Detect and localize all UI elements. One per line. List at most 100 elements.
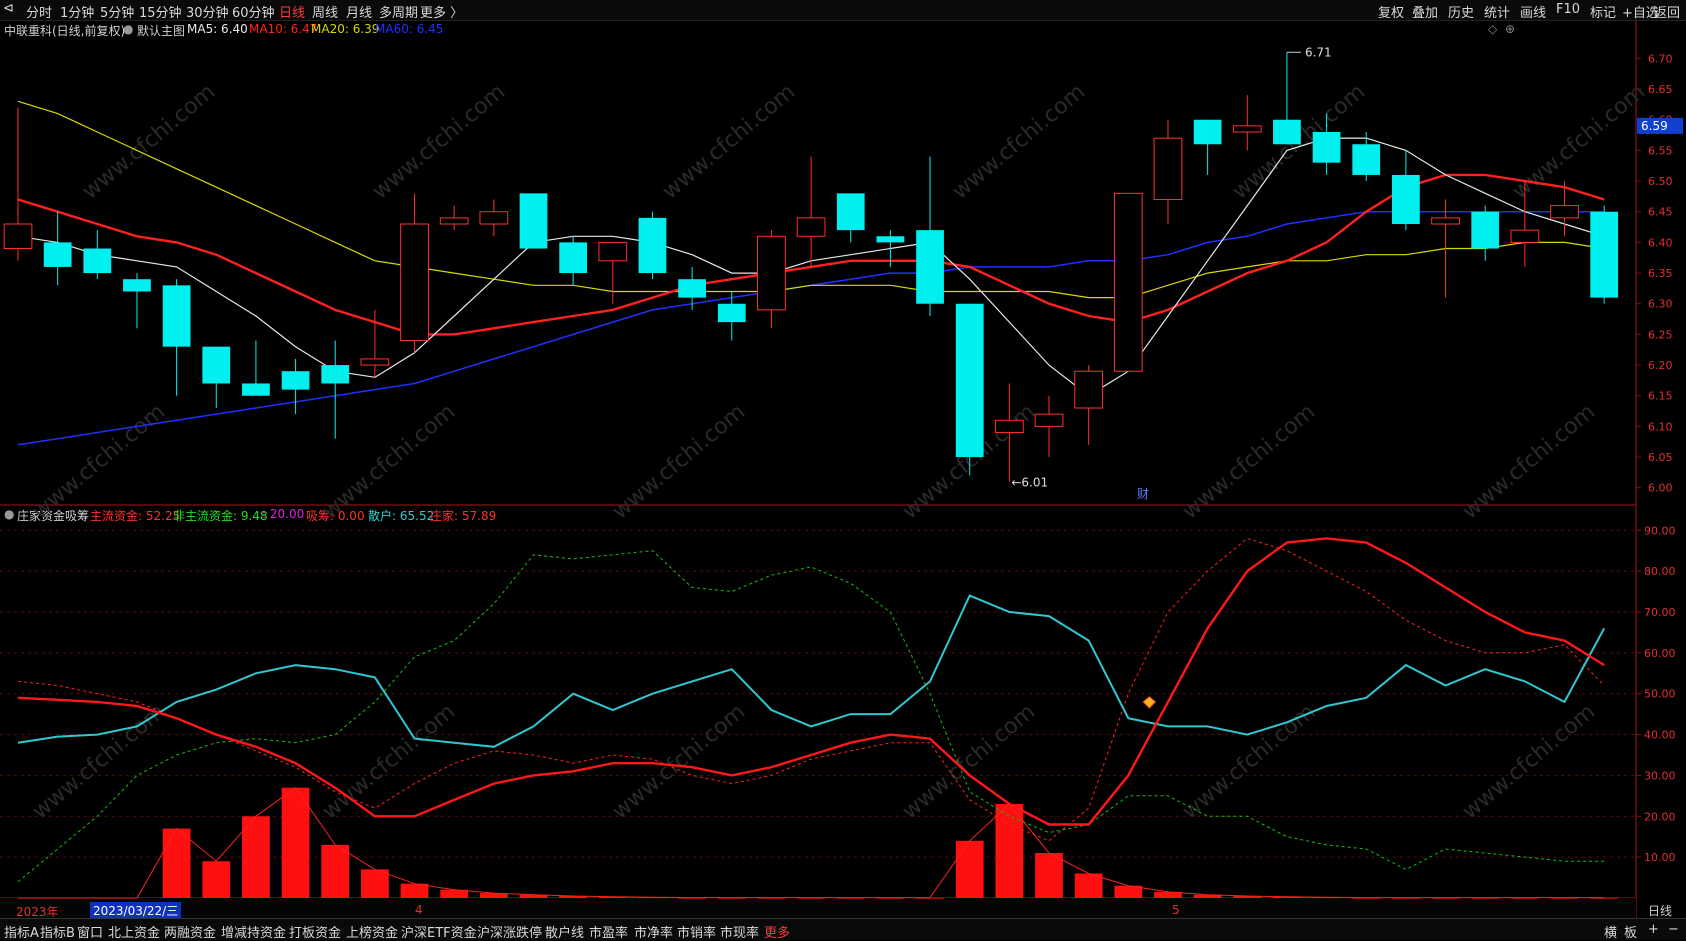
- price-tick-label: 6.35: [1648, 267, 1673, 280]
- candle-body: [43, 242, 72, 267]
- candle-body: [559, 242, 588, 274]
- bottom-control-1[interactable]: 板: [1624, 926, 1638, 941]
- bottom-tab-8[interactable]: 沪深ETF资金: [401, 926, 477, 941]
- indicator-tick-label: 70.00: [1644, 606, 1676, 619]
- date-axis-bar: [0, 898, 1636, 918]
- bottom-tab-13[interactable]: 市销率: [677, 926, 717, 941]
- bottom-tab-14[interactable]: 市现率: [720, 926, 760, 941]
- period-label: 日线: [1648, 904, 1673, 918]
- candle-body: [955, 303, 984, 458]
- indicator-tick-label: 20.00: [1644, 810, 1676, 823]
- toolbar-button-0[interactable]: 复权: [1378, 6, 1405, 21]
- period-tab-day[interactable]: 日线: [279, 6, 306, 21]
- watermark-text: www.cfchi.com: [1178, 399, 1320, 524]
- toolbar-button-5[interactable]: F10: [1556, 2, 1581, 17]
- period-tab-30m[interactable]: 30分钟: [186, 6, 229, 21]
- watermark-text: www.cfchi.com: [28, 399, 170, 524]
- candle-body: [439, 217, 469, 225]
- bottom-tab-15[interactable]: 更多: [764, 926, 791, 941]
- absorb-bar: [479, 893, 508, 898]
- indicator-main: 主流资金: 52.25: [90, 509, 181, 523]
- period-toolbar: ⊲ 分时 1分钟 5分钟 15分钟 30分钟 60分钟 日线 周线 月线 多周期 更多 〉 复权 叠加…: [0, 0, 1686, 21]
- indicator-retail: 散户: 65.52: [368, 509, 435, 523]
- current-price-label: 6.59: [1641, 119, 1668, 133]
- absorb-bar: [400, 883, 429, 898]
- period-tab-fenshi[interactable]: 分时: [26, 6, 53, 21]
- candle-body: [836, 193, 865, 231]
- bottom-control-0[interactable]: 横: [1604, 926, 1618, 941]
- indicator-icon[interactable]: ●: [4, 507, 15, 521]
- ma5-value: MA5: 6.40: [187, 22, 248, 36]
- absorb-bar: [440, 889, 469, 898]
- ma20-line: [17, 100, 1605, 299]
- watermark-text: www.cfchi.com: [78, 79, 220, 204]
- retail-line: [17, 594, 1606, 748]
- toolbar-button-1[interactable]: 叠加: [1412, 6, 1439, 21]
- template-name[interactable]: 默认主图: [137, 24, 186, 38]
- period-tab-60m[interactable]: 60分钟: [232, 6, 275, 21]
- absorb-bar: [1154, 891, 1182, 898]
- settings-diamond-icon[interactable]: ◇: [1488, 22, 1498, 36]
- period-tab-more[interactable]: 更多 〉: [420, 6, 464, 21]
- candle-body: [916, 230, 944, 304]
- indicator-dealer: 庄家: 57.89: [430, 509, 497, 523]
- nonmain-line: [17, 550, 1605, 883]
- candle-body: [202, 346, 231, 384]
- toolbar-button-4[interactable]: 画线: [1520, 6, 1547, 21]
- toolbar-button-8[interactable]: 返回: [1654, 6, 1681, 21]
- bottom-tab-11[interactable]: 市盈率: [589, 926, 629, 941]
- stock-title[interactable]: 中联重科(日线,前复权): [4, 24, 126, 38]
- bottom-tab-bar: 指标A 指标B 窗口 北上资金 两融资金 增减持资金 打板资金 上榜资金 沪深ETF资金 沪深涨跌…: [0, 918, 1686, 941]
- bottom-tab-6[interactable]: 打板资金: [289, 926, 342, 941]
- bottom-tab-10[interactable]: 散户线: [545, 926, 585, 941]
- period-tab-week[interactable]: 周线: [312, 6, 339, 21]
- watermark-text: www.cfchi.com: [1458, 399, 1600, 524]
- candle-body: [1193, 119, 1222, 145]
- candle-body: [479, 211, 509, 225]
- bottom-tab-3[interactable]: 北上资金: [108, 926, 161, 941]
- year-label: 2023年: [16, 905, 59, 919]
- bottom-tab-2[interactable]: 窗口: [77, 926, 104, 941]
- period-tab-5m[interactable]: 5分钟: [100, 6, 135, 21]
- absorb-bar: [321, 844, 350, 898]
- price-tick-label: 6.65: [1648, 83, 1673, 96]
- period-tab-1m[interactable]: 1分钟: [60, 6, 95, 21]
- bottom-tab-12[interactable]: 市净率: [634, 926, 674, 941]
- bottom-control-2[interactable]: +: [1648, 922, 1659, 937]
- bottom-tab-1[interactable]: 指标B: [40, 926, 75, 941]
- absorb-bar: [559, 895, 588, 898]
- template-icon[interactable]: ●: [123, 22, 134, 36]
- candle-body: [796, 217, 826, 237]
- period-tab-15m[interactable]: 15分钟: [139, 6, 182, 21]
- period-tab-multi[interactable]: 多周期: [379, 6, 419, 21]
- toolbar-button-3[interactable]: 统计: [1484, 6, 1511, 21]
- low-price-label: ←6.01: [1011, 476, 1048, 490]
- candle-body: [678, 279, 707, 298]
- price-tick-label: 6.20: [1648, 359, 1673, 372]
- price-tick-label: 6.30: [1648, 298, 1673, 311]
- indicator-name[interactable]: 庄家资金吸筹: [17, 509, 90, 523]
- bottom-tab-9[interactable]: 沪深涨跌停: [477, 926, 543, 941]
- bottom-control-3[interactable]: −: [1668, 922, 1679, 937]
- bottom-tab-5[interactable]: 增减持资金: [221, 926, 287, 941]
- toolbar-button-6[interactable]: 标记: [1590, 6, 1617, 21]
- bottom-tab-4[interactable]: 两融资金: [164, 926, 217, 941]
- candle-body: [3, 223, 33, 250]
- toolbar-button-2[interactable]: 历史: [1448, 6, 1475, 21]
- zoom-in-icon[interactable]: ⊕: [1505, 22, 1516, 36]
- signal-diamond-icon: [1142, 696, 1157, 709]
- bottom-tab-0[interactable]: 指标A: [4, 926, 39, 941]
- toolbar-button-7[interactable]: +自选: [1622, 6, 1659, 21]
- period-tab-month[interactable]: 月线: [346, 6, 373, 21]
- menu-icon[interactable]: ⊲: [3, 1, 14, 16]
- month5-label: 5: [1172, 903, 1180, 917]
- bottom-tab-7[interactable]: 上榜资金: [346, 926, 399, 941]
- dealer-line: [17, 537, 1605, 842]
- indicator-tick-label: 50.00: [1644, 688, 1676, 701]
- indicator-tick-label: 80.00: [1644, 565, 1676, 578]
- absorb-bar: [1273, 896, 1301, 898]
- candle-body: [400, 223, 429, 342]
- candle-body: [1510, 229, 1540, 243]
- price-tick-label: 6.45: [1648, 206, 1673, 219]
